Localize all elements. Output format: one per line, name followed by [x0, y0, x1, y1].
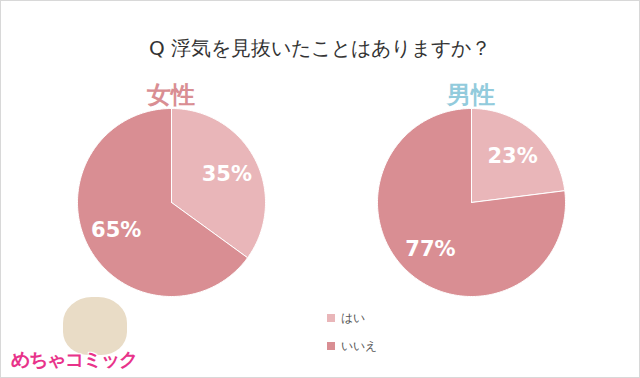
svg-text:65%: 65% [91, 218, 141, 242]
svg-text:35%: 35% [202, 162, 252, 186]
html-text:男性: 男性 [447, 81, 495, 109]
svg-text:77%: 77% [405, 237, 455, 261]
html-text:Q 浮気を見抜いたことはありますか？: Q 浮気を見抜いたことはありますか？ [148, 36, 491, 60]
svg-text:23%: 23% [487, 144, 537, 168]
html-text:いいえ: いいえ [341, 338, 377, 353]
html-text:女性: 女性 [147, 81, 195, 109]
html-text:めちゃコミック: めちゃコミック [11, 348, 137, 370]
html-text:はい: はい [341, 310, 365, 325]
